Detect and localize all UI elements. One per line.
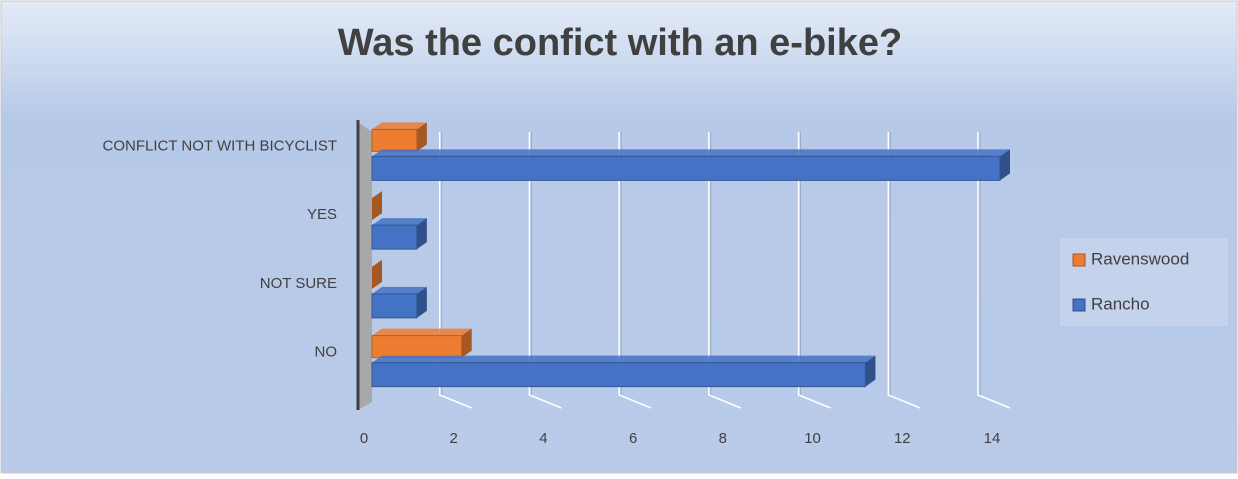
bar-side (372, 191, 382, 221)
grid-line (438, 132, 472, 409)
bar-side (1000, 149, 1010, 181)
side-wall (358, 122, 372, 410)
x-tick-label: 2 (450, 430, 458, 447)
bar-side (416, 286, 427, 318)
x-tick-label: 4 (539, 430, 547, 447)
bar-top (372, 355, 876, 363)
x-tick-label: 0 (360, 430, 368, 447)
grid-line (618, 132, 652, 409)
y-tick-label: YES (307, 206, 337, 223)
x-tick-label: 12 (894, 430, 911, 447)
bar (371, 128, 418, 152)
bar-side (416, 122, 427, 152)
x-tick-label: 8 (719, 430, 727, 447)
bar (371, 362, 866, 388)
x-tick-label: 14 (984, 430, 1001, 447)
grid-line (528, 132, 562, 409)
bar-top (372, 149, 1010, 157)
legend-swatch (1072, 298, 1086, 312)
grid-line (977, 132, 1011, 409)
bar-top (372, 328, 472, 336)
y-tick-label: CONFLICT NOT WITH BICYCLIST (103, 137, 337, 154)
x-tick-label: 6 (629, 430, 637, 447)
y-tick-label: NOT SURE (260, 275, 337, 292)
legend-label: Ravenswood (1091, 249, 1189, 268)
grid-line (708, 132, 742, 409)
bar-side (416, 218, 427, 250)
bar-side (461, 328, 472, 358)
legend-label: Rancho (1091, 294, 1150, 313)
bar (371, 155, 1001, 181)
bar (371, 224, 418, 250)
chart-title: Was the confict with an e-bike? (338, 22, 902, 64)
legend-box (1060, 238, 1228, 326)
bar-side (372, 259, 382, 289)
grid-line (887, 132, 921, 409)
legend-swatch (1072, 253, 1086, 267)
bar (371, 335, 463, 359)
bar-top (372, 122, 427, 130)
bar-top (372, 218, 427, 226)
x-tick-label: 10 (804, 430, 821, 447)
bar-top (372, 286, 427, 294)
bar-side (865, 355, 876, 387)
bar (371, 293, 418, 319)
grid-line (797, 132, 831, 409)
y-tick-label: NO (315, 344, 338, 361)
